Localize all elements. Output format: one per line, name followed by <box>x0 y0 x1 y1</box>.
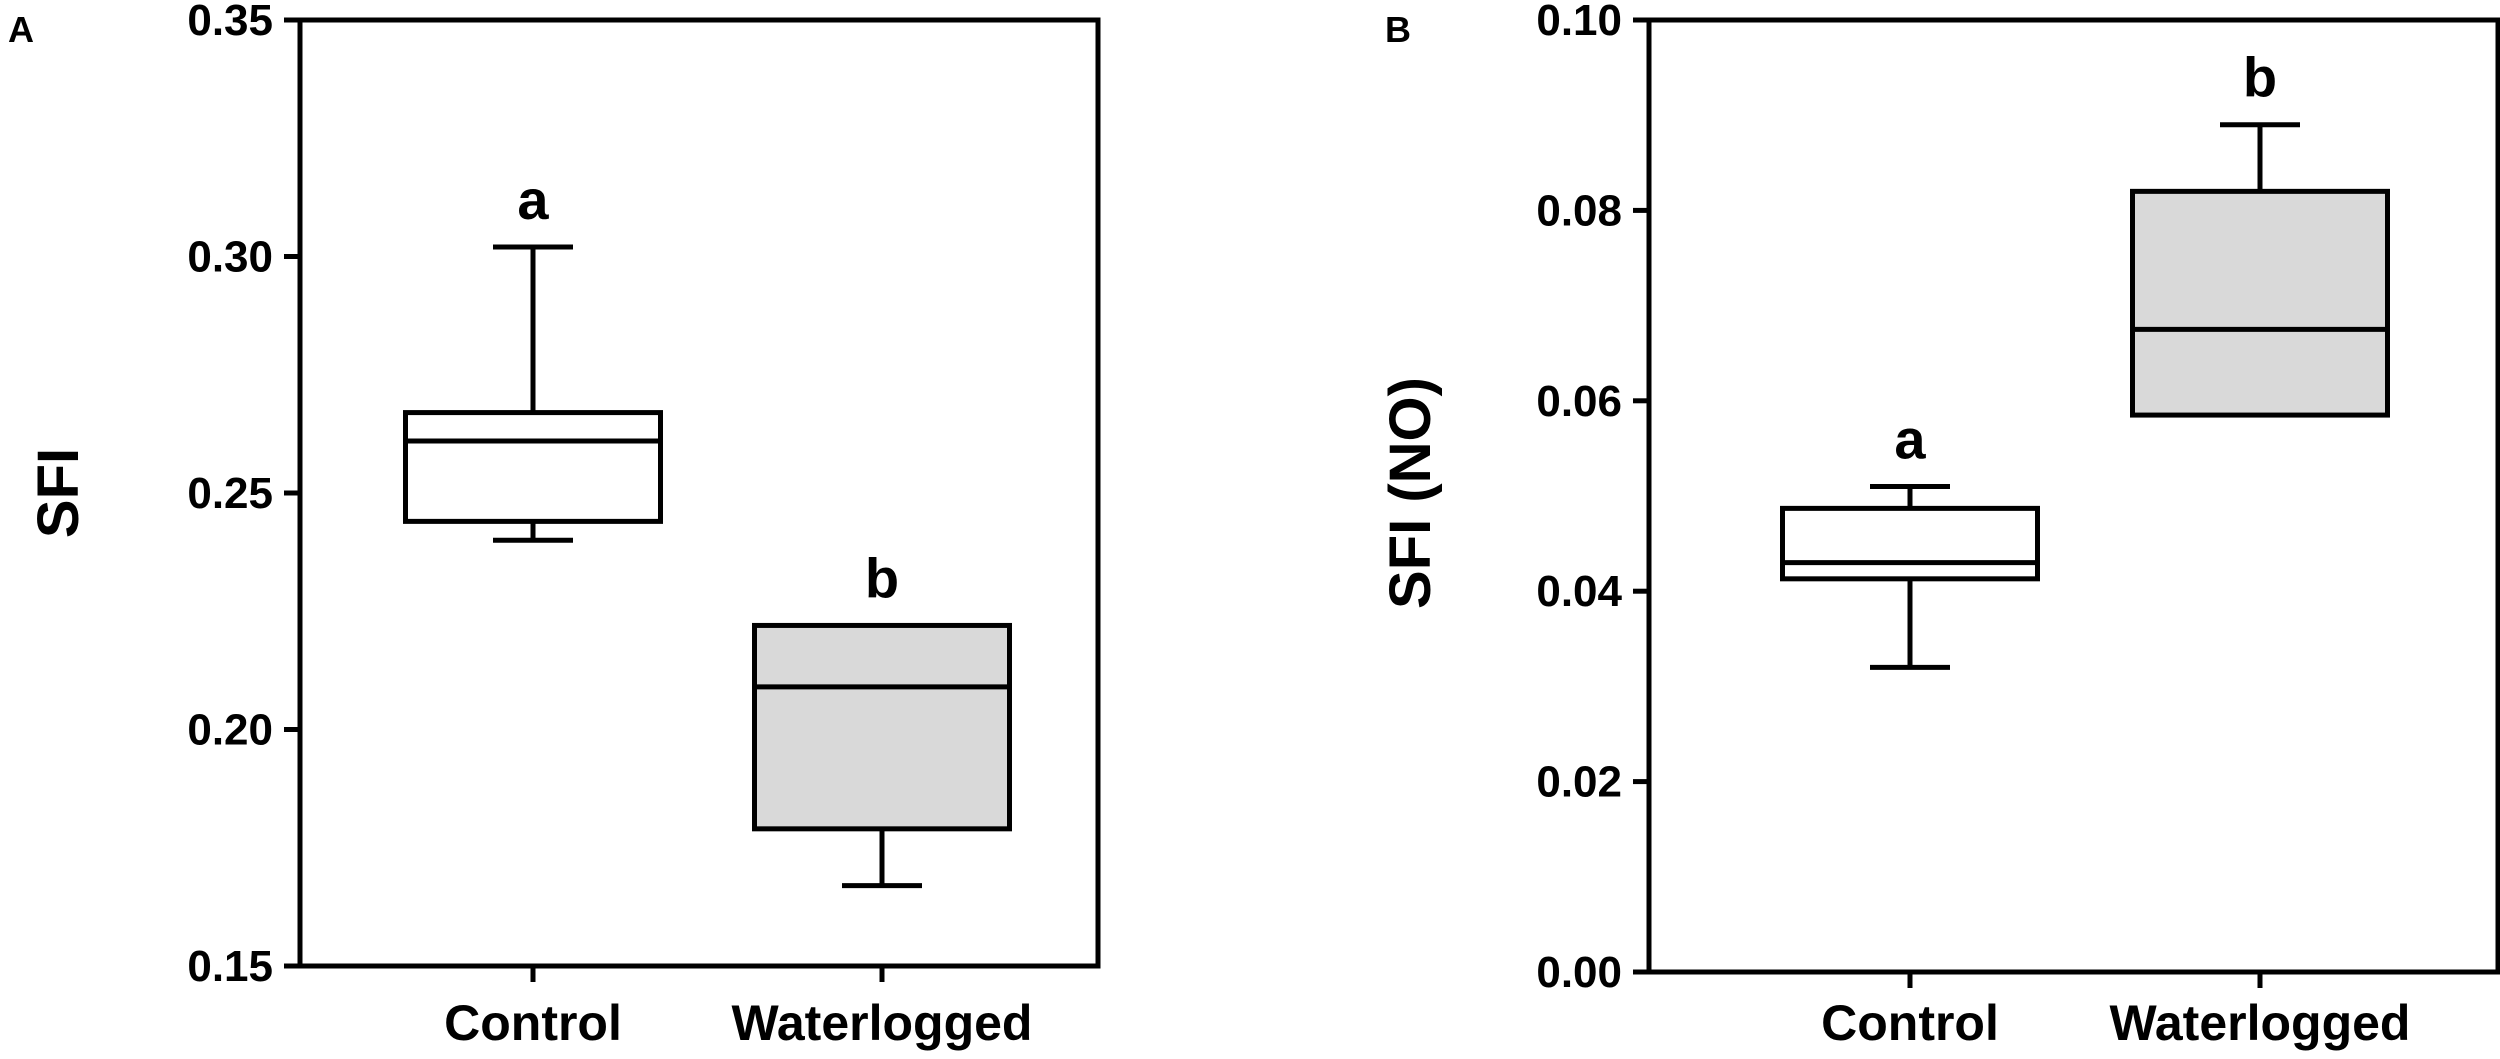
y-tick-label: 0.25 <box>187 469 273 518</box>
iqr-box <box>752 622 1012 832</box>
significance-letter: b <box>2243 46 2277 109</box>
iqr-box <box>1780 505 2040 582</box>
y-tick-label: 0.04 <box>1536 567 1622 616</box>
iqr-box <box>403 410 663 524</box>
y-axis-label-b: SFI (NO) <box>1378 377 1443 609</box>
iqr-box <box>2130 188 2390 418</box>
boxes-b: ab <box>1780 46 2390 670</box>
y-tick-label: 0.20 <box>187 706 273 755</box>
panel-label-b: B <box>1385 9 1411 50</box>
x-tick-label-control: Control <box>1821 995 1999 1051</box>
box-control: a <box>403 168 663 543</box>
y-tick-label: 0.30 <box>187 233 273 282</box>
y-axis-label-a: SFI <box>26 448 91 538</box>
boxes-a: ab <box>403 168 1012 889</box>
x-categories-a: Control Waterlogged <box>444 966 1032 1051</box>
box-waterlogged: b <box>2130 46 2390 418</box>
significance-letter: a <box>517 168 549 231</box>
plot-frame-b <box>1646 17 2500 975</box>
panel-a: A SFI 0.15 0.20 0.25 0.30 0.35 Control Waterl… <box>8 0 1101 1051</box>
significance-letter: a <box>1894 407 1926 470</box>
y-ticks-a: 0.15 0.20 0.25 0.30 0.35 <box>187 0 300 991</box>
x-tick-label-waterlogged: Waterlogged <box>2110 995 2411 1051</box>
y-tick-label: 0.02 <box>1536 758 1622 807</box>
y-tick-label: 0.35 <box>187 0 273 45</box>
x-categories-b: Control Waterlogged <box>1821 972 2410 1051</box>
x-tick-label-control: Control <box>444 995 622 1051</box>
box-waterlogged: b <box>752 546 1012 889</box>
panel-label-a: A <box>8 9 34 50</box>
y-tick-label: 0.10 <box>1536 0 1622 45</box>
y-tick-label: 0.15 <box>187 942 273 991</box>
y-tick-label: 0.00 <box>1536 948 1622 997</box>
panel-b: B SFI (NO) 0.00 0.02 0.04 0.06 0.08 0.10 Cont… <box>1378 0 2500 1051</box>
y-tick-label: 0.08 <box>1536 186 1622 235</box>
y-tick-label: 0.06 <box>1536 377 1622 426</box>
box-control: a <box>1780 407 2040 670</box>
x-tick-label-waterlogged: Waterlogged <box>732 995 1033 1051</box>
y-ticks-b: 0.00 0.02 0.04 0.06 0.08 0.10 <box>1536 0 1649 997</box>
significance-letter: b <box>865 546 899 609</box>
